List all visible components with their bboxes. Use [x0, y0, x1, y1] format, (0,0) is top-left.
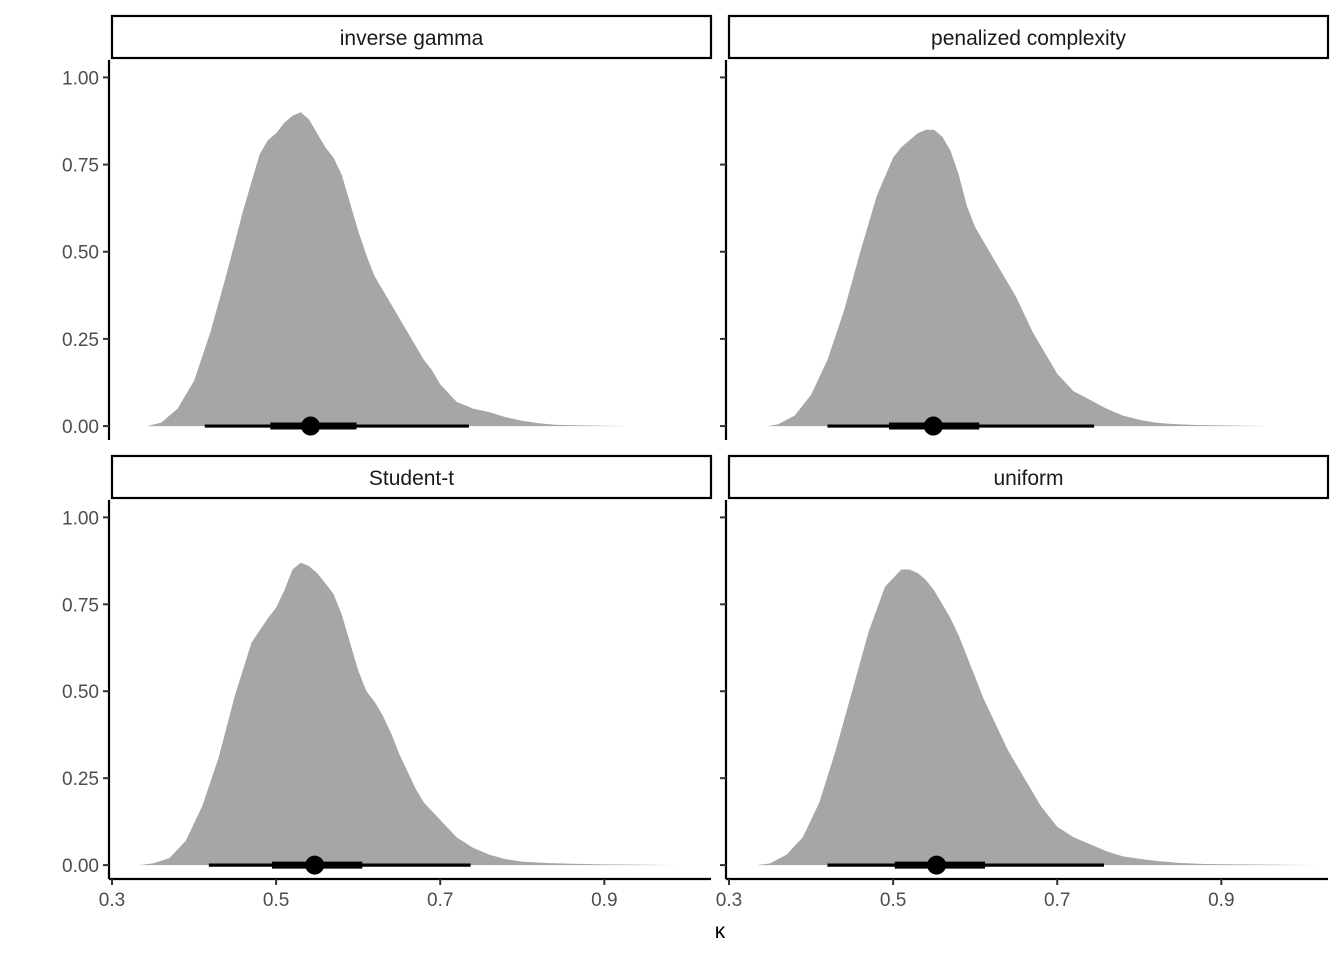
facet-strip-label: penalized complexity	[931, 27, 1126, 50]
facet-strip	[727, 14, 1330, 60]
x-tick-label: 0.5	[263, 890, 289, 911]
facet-panel: penalized complexity	[720, 14, 1330, 440]
y-tick-label: 0.50	[62, 682, 99, 703]
y-tick-label: 0.25	[62, 330, 99, 351]
x-tick-label: 0.5	[880, 890, 906, 911]
point-estimate	[927, 855, 947, 875]
y-tick-label: 0.75	[62, 156, 99, 177]
x-tick-label: 0.3	[99, 890, 125, 911]
y-tick-label: 1.00	[62, 68, 99, 89]
density-area	[147, 112, 628, 427]
facet-strip	[110, 14, 713, 60]
y-tick-label: 0.00	[62, 856, 99, 877]
facet-strip-label: uniform	[993, 467, 1063, 490]
facet-panel: uniform 0.3 0.5 0.7 0.9	[716, 454, 1330, 911]
y-tick-label: 0.50	[62, 243, 99, 264]
y-tick-label: 1.00	[62, 508, 99, 529]
x-tick-label: 0.9	[591, 890, 617, 911]
point-estimate	[923, 416, 943, 436]
y-tick-label: 0.75	[62, 595, 99, 616]
x-tick-label: 0.3	[716, 890, 742, 911]
x-tick-label: 0.7	[1044, 890, 1070, 911]
density-area	[767, 129, 1267, 427]
point-estimate	[301, 416, 321, 436]
x-axis-title: κ	[715, 920, 726, 943]
density-area	[756, 569, 1320, 866]
facet-strip-label: inverse gamma	[340, 27, 484, 50]
facet-strip	[110, 454, 713, 500]
y-tick-label: 0.00	[62, 417, 99, 438]
x-tick-label: 0.9	[1208, 890, 1234, 911]
facet-panel: Student-t 0.00 0.25 0.50 0.75 1.00 0.3 0.5 0.7 0.…	[62, 454, 713, 911]
density-area	[139, 562, 679, 866]
facet-strip-label: Student-t	[369, 467, 454, 490]
facet-strip	[727, 454, 1330, 500]
point-estimate	[305, 855, 325, 875]
facet-panel: inverse gamma 0.00 0.25 0.50 0.75 1.00	[62, 14, 713, 440]
y-tick-label: 0.25	[62, 769, 99, 790]
x-tick-label: 0.7	[427, 890, 453, 911]
